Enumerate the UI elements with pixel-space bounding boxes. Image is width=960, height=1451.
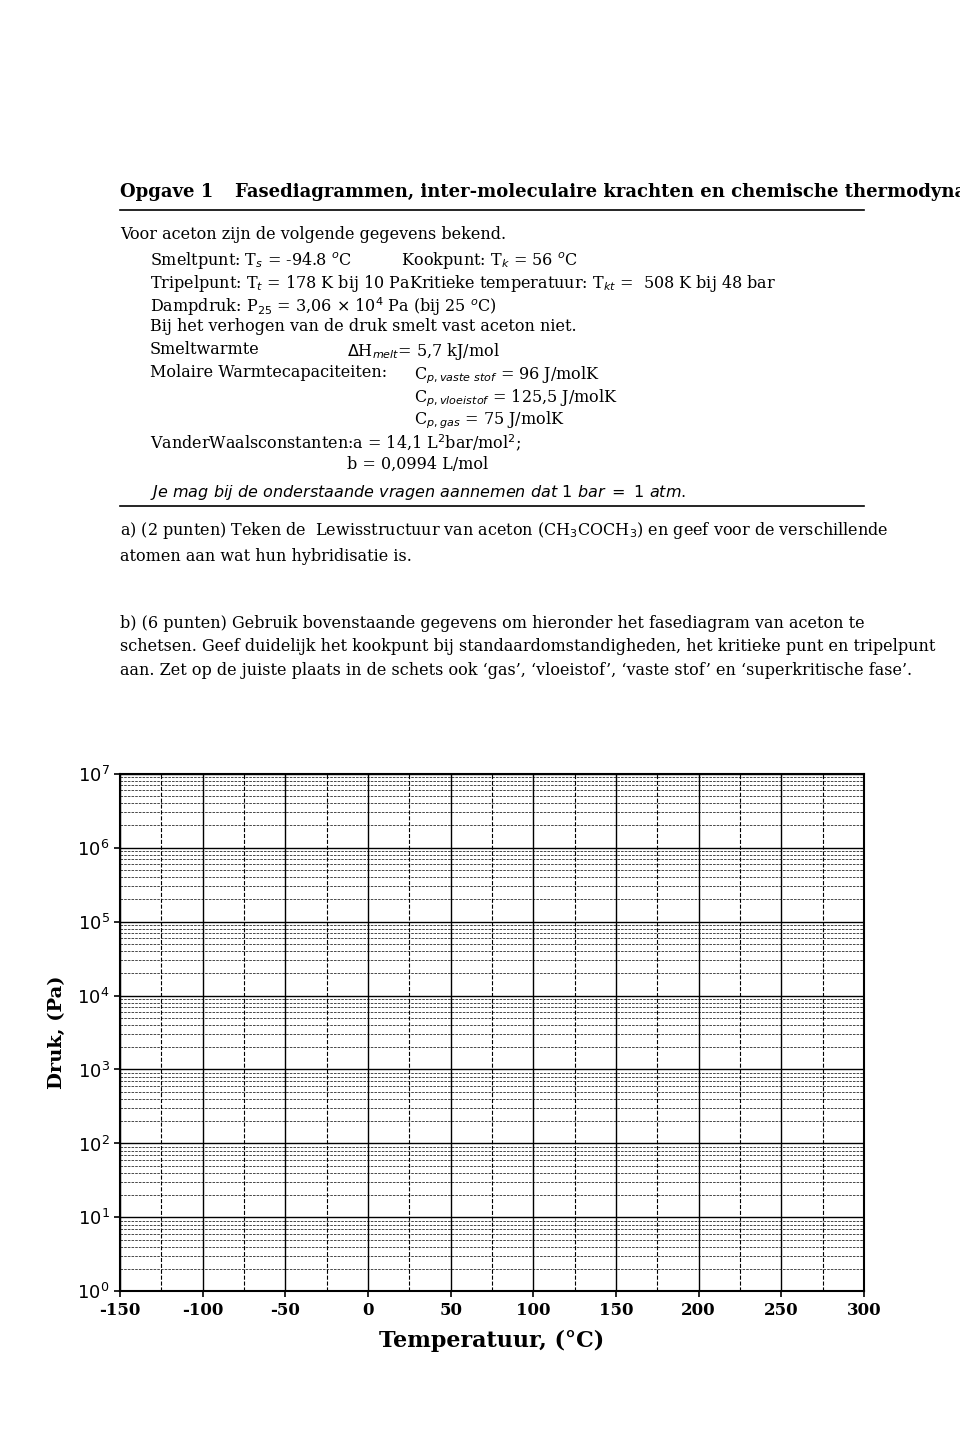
Text: Tripelpunt: T$_t$ = 178 K bij 10 PaKritieke temperatuur: T$_{kt}$ =  508 K bij 4: Tripelpunt: T$_t$ = 178 K bij 10 PaKriti…: [150, 273, 776, 293]
Text: C$_{p,vloeistof}$ = 125,5 J/molK: C$_{p,vloeistof}$ = 125,5 J/molK: [414, 387, 617, 409]
Text: $\Delta$H$_{melt}$= 5,7 kJ/mol: $\Delta$H$_{melt}$= 5,7 kJ/mol: [347, 341, 500, 363]
Y-axis label: Druk, (Pa): Druk, (Pa): [48, 975, 66, 1090]
Text: b = 0,0994 L/mol: b = 0,0994 L/mol: [347, 456, 489, 473]
Text: C$_{p,gas}$ = 75 J/molK: C$_{p,gas}$ = 75 J/molK: [414, 409, 564, 431]
Text: Voor aceton zijn de volgende gegevens bekend.: Voor aceton zijn de volgende gegevens be…: [120, 225, 506, 242]
Text: C$_{p,vaste\ stof}$ = 96 J/molK: C$_{p,vaste\ stof}$ = 96 J/molK: [414, 364, 600, 386]
Text: $\it{Je\ mag\ bij\ de\ onderstaande\ vragen\ aannemen\ dat\ 1\ bar\ =\ 1\ atm.}$: $\it{Je\ mag\ bij\ de\ onderstaande\ vra…: [150, 483, 685, 502]
Text: Opgave 1: Opgave 1: [120, 183, 213, 200]
Text: Fasediagrammen, inter-moleculaire krachten en chemische thermodynamica: Fasediagrammen, inter-moleculaire kracht…: [235, 183, 960, 200]
Text: Smeltwarmte: Smeltwarmte: [150, 341, 259, 358]
Text: Bij het verhogen van de druk smelt vast aceton niet.: Bij het verhogen van de druk smelt vast …: [150, 318, 576, 335]
Text: Smeltpunt: T$_s$ = -94.8 $^o$C          Kookpunt: T$_k$ = 56 $^o$C: Smeltpunt: T$_s$ = -94.8 $^o$C Kookpunt:…: [150, 250, 578, 271]
X-axis label: Temperatuur, (°C): Temperatuur, (°C): [379, 1331, 605, 1352]
Text: Molaire Warmtecapaciteiten:: Molaire Warmtecapaciteiten:: [150, 364, 387, 382]
Text: Dampdruk: P$_{25}$ = 3,06 $\times$ 10$^4$ Pa (bij 25 $^o$C): Dampdruk: P$_{25}$ = 3,06 $\times$ 10$^4…: [150, 296, 496, 318]
Text: VanderWaalsconstanten:a = 14,1 L$^2$bar/mol$^2$;: VanderWaalsconstanten:a = 14,1 L$^2$bar/…: [150, 432, 521, 454]
Text: b) (6 punten) Gebruik bovenstaande gegevens om hieronder het fasediagram van ace: b) (6 punten) Gebruik bovenstaande gegev…: [120, 615, 935, 679]
Text: a) (2 punten) Teken de  Lewisstructuur van aceton (CH$_3$COCH$_3$) en geef voor : a) (2 punten) Teken de Lewisstructuur va…: [120, 521, 888, 564]
